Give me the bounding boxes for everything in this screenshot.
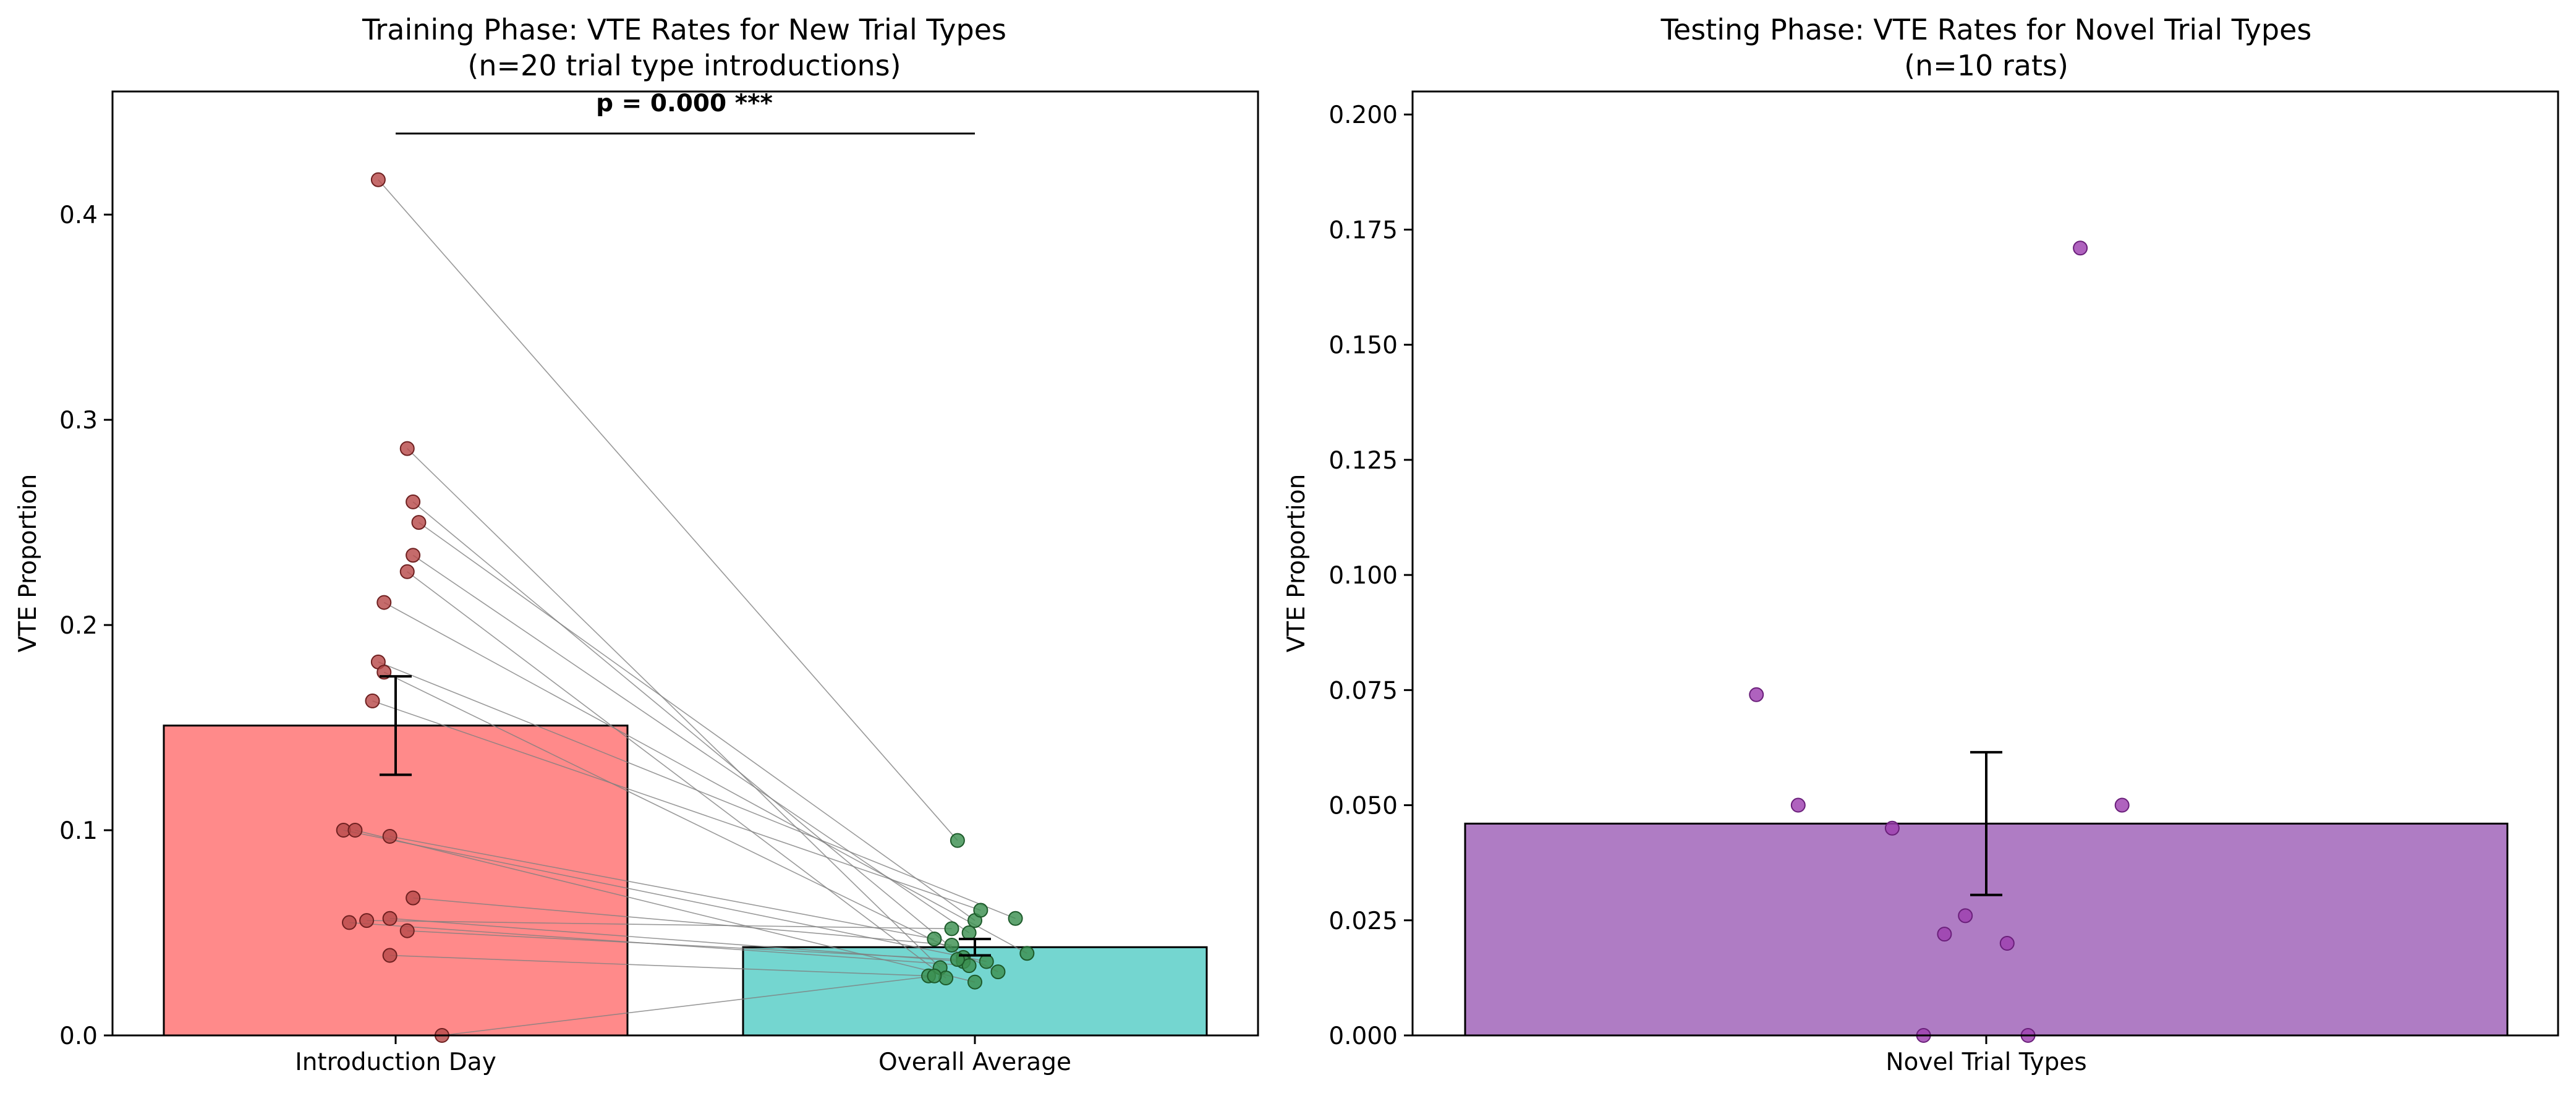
paired-line [343,830,987,962]
overall-average-point [950,833,965,848]
introduction-day-point [365,693,380,708]
introduction-day-point [376,595,392,610]
paired-line [367,920,952,930]
novel-trial-point [1884,820,1900,836]
training-plot-area: 0.0 0.1 0.2 0.3 0.4 Introduction Day Overall A… [59,172,1208,1076]
novel-trial-point [1958,908,1973,924]
overall-average-point [961,925,977,941]
overall-average-point [927,968,942,983]
overall-average-point [944,937,959,953]
paired-line [378,661,1016,919]
introduction-day-point [406,890,421,906]
training-title-line1: Training Phase: VTE Rates for New Trial … [362,13,1006,46]
overall-average-point [973,903,988,918]
testing-x-tick-label: Novel Trial Types [1885,1048,2086,1076]
testing-y-tick-label: 0.175 [1328,216,1398,244]
paired-line [355,830,976,983]
training-x-tick-label: Introduction Day [295,1048,496,1076]
introduction-day-point [399,564,415,579]
testing-panel: Testing Phase: VTE Rates for Novel Trial… [1283,13,2559,1076]
overall-average-point [967,974,982,990]
testing-y-axis-label: VTE Proportion [1283,474,1311,653]
overall-average-point [927,931,942,946]
testing-y-tick-label: 0.100 [1328,562,1398,590]
overall-average-point [944,921,959,937]
overall-average-point [1019,946,1035,961]
training-axes-frame [111,90,1259,1037]
introduction-day-point [382,829,397,844]
testing-y-tick-label: 0.025 [1328,907,1398,935]
novel-trial-point [1937,927,1952,942]
novel-trial-point [1749,687,1764,702]
overall-average-point [990,964,1006,980]
paired-line [383,601,1027,954]
introduction-day-point [347,823,363,838]
testing-y-tick-label: 0.050 [1328,792,1398,820]
testing-y-tick-label: 0.125 [1328,447,1398,475]
testing-title-line1: Testing Phase: VTE Rates for Novel Trial… [1660,13,2312,46]
significance-label: p = 0.000 *** [596,90,773,117]
testing-y-tick-label: 0.200 [1328,101,1398,129]
training-panel: Training Phase: VTE Rates for New Trial … [14,13,1259,1076]
training-bar [163,724,629,1037]
testing-plot-area: 0.000 0.025 0.050 0.075 0.100 0.125 0.150 0.175… [1328,101,2509,1076]
paired-line [389,836,935,940]
introduction-day-point [406,548,421,563]
paired-line [412,554,970,933]
paired-line [383,671,998,972]
paired-line [407,448,941,969]
training-y-tick-label: 0.3 [59,407,98,435]
paired-line [407,930,958,960]
introduction-day-point [399,923,415,938]
training-y-axis-label: VTE Proportion [14,474,42,653]
introduction-day-point [411,515,427,530]
novel-trial-point [1790,797,1806,813]
novel-trial-point [2073,240,2088,256]
training-y-tick-label: 0.4 [59,202,98,229]
testing-y-tick-label: 0.000 [1328,1022,1398,1050]
introduction-day-point [382,911,397,926]
training-y-tick-label: 0.1 [59,817,98,845]
introduction-day-point [370,172,386,187]
testing-axes-frame [1411,90,2559,1037]
paired-line [389,954,929,977]
paired-line [419,522,976,921]
overall-average-point [979,954,994,969]
novel-trial-point [1999,936,2015,951]
introduction-day-point [399,441,415,456]
overall-average-point [1008,911,1023,926]
paired-line [413,897,952,946]
paired-line [441,975,935,1036]
training-x-tick-label: Overall Average [878,1048,1071,1076]
introduction-day-point [406,494,421,509]
paired-line [412,501,964,958]
testing-title-line2: (n=10 rats) [1904,49,2068,82]
introduction-day-point [359,913,375,928]
testing-y-tick-label: 0.150 [1328,332,1398,360]
novel-trial-point [2114,797,2130,813]
training-y-tick-label: 0.2 [59,612,98,640]
introduction-day-point [382,948,397,963]
paired-line [378,179,958,841]
training-y-tick-label: 0.0 [59,1022,98,1050]
training-title-line2: (n=20 trial type introductions) [467,49,901,82]
introduction-day-point [342,915,357,930]
overall-average-point [961,958,977,974]
testing-y-tick-label: 0.075 [1328,677,1398,705]
paired-line [407,571,946,979]
paired-line [372,700,981,911]
